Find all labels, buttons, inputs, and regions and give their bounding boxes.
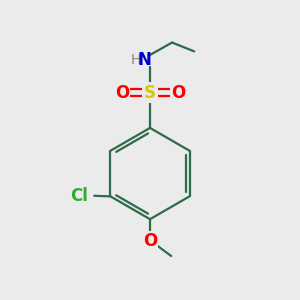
Text: O: O [171, 84, 185, 102]
Text: O: O [115, 84, 129, 102]
Text: O: O [143, 232, 157, 250]
Text: S: S [144, 84, 156, 102]
Text: N: N [138, 51, 152, 69]
Text: H: H [131, 53, 141, 67]
Text: Cl: Cl [70, 187, 88, 205]
